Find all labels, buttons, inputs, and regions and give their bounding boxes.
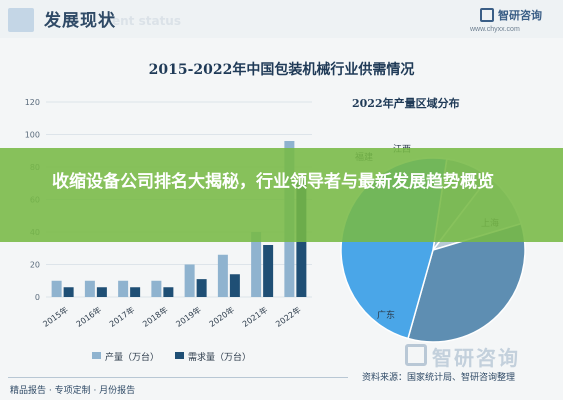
- bar-demand: [163, 287, 174, 297]
- x-tick-label: 2019年: [174, 304, 203, 328]
- brand-name: 智研咨询: [498, 9, 542, 22]
- pie-slice: [407, 222, 526, 343]
- watermark-text: 智研咨询: [432, 346, 520, 370]
- bar-production: [151, 280, 162, 297]
- watermark-logo-icon: [405, 344, 427, 366]
- bar-demand: [63, 287, 74, 297]
- x-tick-label: 2018年: [141, 304, 170, 328]
- bar-production: [251, 232, 262, 297]
- bar-demand: [263, 245, 274, 297]
- x-tick-label: 2022年: [274, 304, 303, 328]
- bar-production: [184, 264, 195, 297]
- bar-production: [118, 280, 129, 297]
- bar-x-labels: 2015年 2016年 2017年 2018年 2019年 2020年 2021年 2022年: [41, 304, 303, 328]
- footer-links: 精品报告 · 专项定制 · 月份报告: [10, 386, 136, 396]
- legend-label-demand: 需求量（万台）: [188, 353, 252, 363]
- headline-text: 收缩设备公司排名大揭秘，行业领导者与最新发展趋势概览: [52, 172, 494, 192]
- header-bar: 发展现状 ent status 智研咨询 www.chyxx.com: [0, 0, 563, 38]
- y-tick-label: 120: [25, 98, 40, 107]
- legend-swatch-demand: [175, 352, 184, 359]
- bar-demand: [130, 287, 141, 297]
- header-square-icon: [8, 8, 34, 32]
- bar-production: [217, 254, 228, 297]
- y-tick-label: 20: [30, 261, 40, 270]
- headline-banner: 收缩设备公司排名大揭秘，行业领导者与最新发展趋势概览: [0, 148, 563, 242]
- y-tick-label: 100: [25, 131, 40, 140]
- header-title: 发展现状: [44, 11, 116, 31]
- x-tick-label: 2021年: [240, 304, 269, 328]
- brand-logo-icon: [480, 8, 494, 22]
- x-tick-label: 2020年: [207, 304, 236, 328]
- bar-demand: [229, 274, 240, 297]
- bar-production: [84, 280, 95, 297]
- footer-divider: [8, 377, 348, 378]
- brand-url: www.chyxx.com: [470, 26, 520, 33]
- x-tick-label: 2015年: [41, 304, 70, 328]
- y-tick-label: 0: [35, 293, 40, 302]
- header-title-en: ent status: [112, 14, 181, 28]
- bar-production: [51, 280, 62, 297]
- pie-chart-title: 2022年产量区域分布: [352, 97, 460, 110]
- bar-demand: [96, 287, 107, 297]
- legend-label-production: 产量（万台）: [105, 353, 160, 363]
- legend-swatch-production: [92, 352, 101, 359]
- x-tick-label: 2017年: [107, 304, 136, 328]
- bar-chart-title: 2015-2022年中国包装机械行业供需情况: [148, 62, 415, 78]
- x-tick-label: 2016年: [74, 304, 103, 328]
- pie-label: 广东: [377, 309, 395, 321]
- data-source: 资料来源：国家统计局、智研咨询整理: [362, 373, 516, 383]
- bar-demand: [196, 279, 207, 297]
